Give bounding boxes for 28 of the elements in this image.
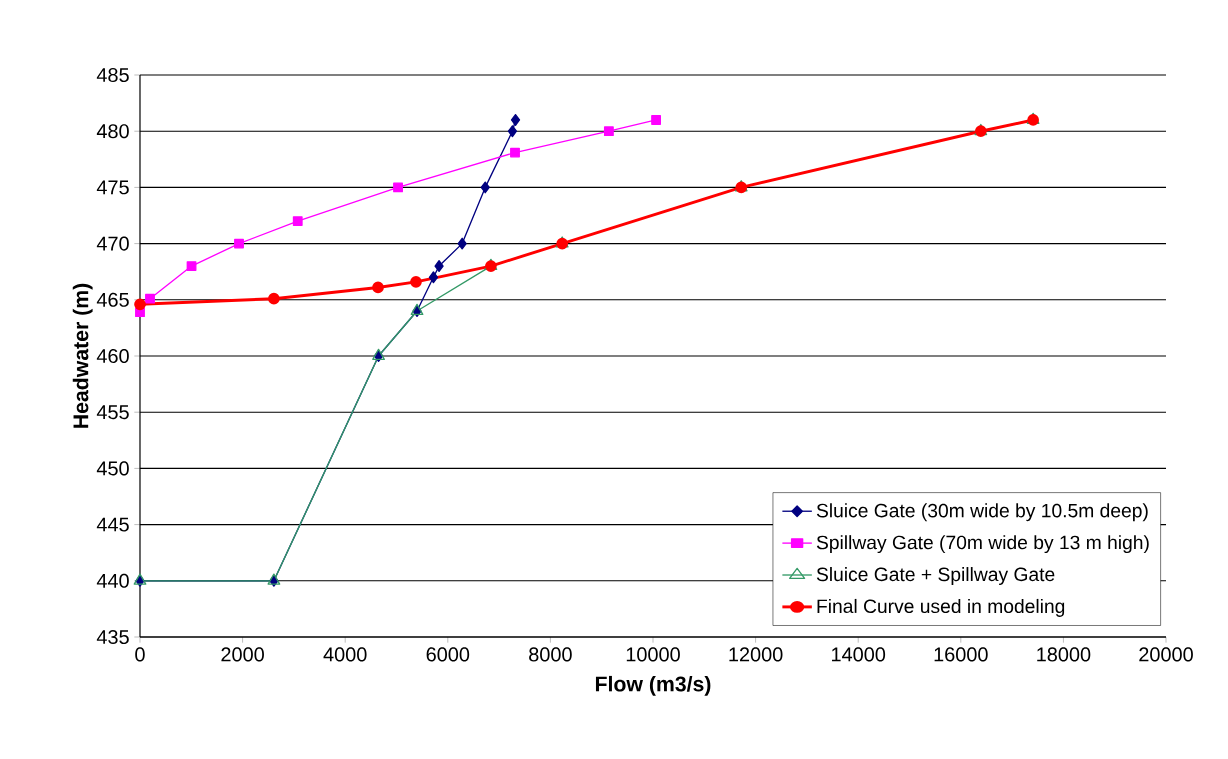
y-axis-title: Headwater (m) [72, 283, 93, 428]
y-tick-label: 435 [96, 629, 129, 645]
x-tick-label: 0 [135, 647, 145, 662]
y-tick-label: 470 [96, 236, 129, 251]
x-tick-label: 10000 [626, 647, 680, 662]
y-tick-label: 485 [96, 67, 129, 83]
legend-label: Spillway Gate (70m wide by 13 m high) [816, 535, 1149, 554]
x-tick-label: 6000 [426, 647, 470, 662]
legend-label: Sluice Gate + Spillway Gate [816, 567, 1055, 585]
y-tick-label: 440 [96, 573, 129, 588]
x-tick-label: 14000 [832, 647, 886, 662]
y-tick-label: 465 [96, 292, 129, 307]
x-tick-label: 4000 [323, 647, 367, 662]
y-tick-label: 480 [96, 124, 129, 139]
y-tick-label: 455 [96, 405, 129, 420]
x-tick-label: 12000 [729, 647, 783, 662]
x-tick-label: 18000 [1037, 647, 1091, 662]
x-tick-label: 20000 [1139, 647, 1193, 662]
y-tick-label: 445 [96, 517, 129, 532]
x-tick-label: 8000 [529, 647, 572, 662]
x-tick-label: 2000 [221, 647, 264, 662]
y-tick-label: 450 [96, 461, 129, 476]
y-tick-label: 475 [96, 180, 129, 195]
legend-label: Sluice Gate (30m wide by 10.5m deep) [816, 503, 1148, 522]
x-tick-label: 16000 [934, 647, 988, 662]
legend-label: Final Curve used in modeling [817, 598, 1065, 617]
x-axis-title: Flow (m3/s) [595, 675, 711, 696]
y-tick-label: 460 [96, 348, 129, 364]
